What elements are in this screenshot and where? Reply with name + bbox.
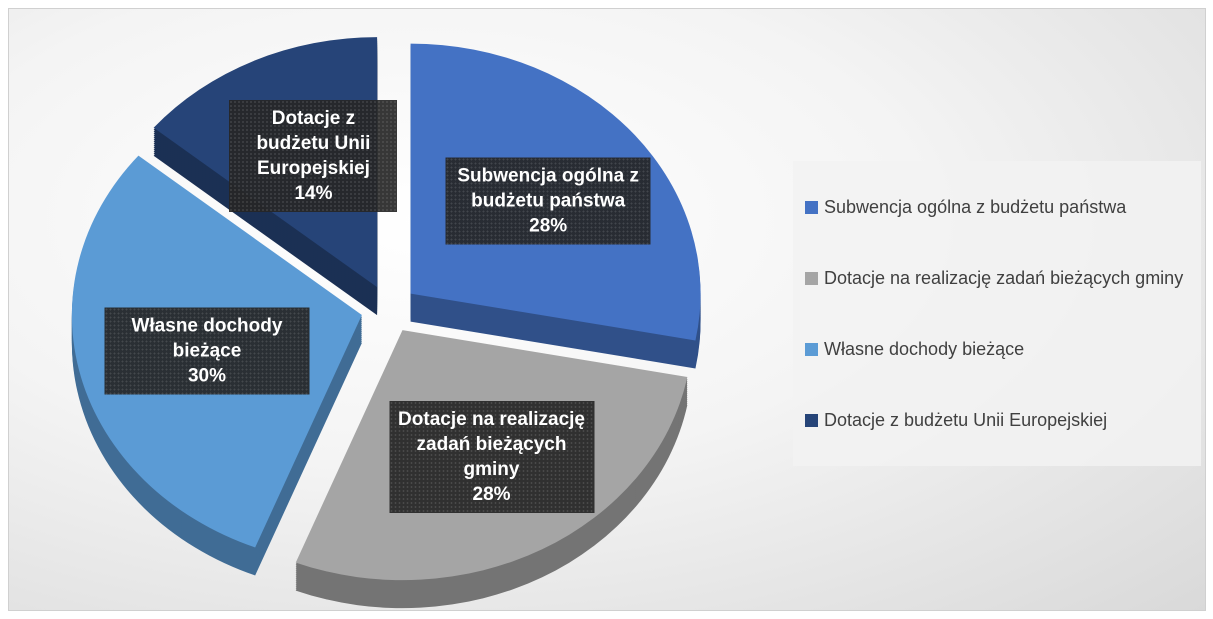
label-value: 28% [472,484,511,506]
legend-swatch [805,271,818,285]
legend-item: Dotacje na realizację zadań bieżących gm… [805,265,1189,291]
data-label: Dotacje na realizację zadań bieżących gm… [389,401,595,514]
legend: Subwencja ogólna z budżetu państwa Dotacj… [793,161,1201,466]
legend-swatch [805,343,818,357]
data-label: Dotacje z budżetu Unii Europejskiej 14% [229,99,398,212]
legend-label: Dotacje na realizację zadań bieżących gm… [824,267,1184,288]
label-category: Własne dochody bieżące [131,315,283,362]
data-label: Subwencja ogólna z budżetu państwa 28% [445,157,651,245]
label-value: 14% [294,182,333,204]
data-label: Własne dochody bieżące 30% [104,307,310,395]
legend-swatch [805,200,818,214]
label-category: Subwencja ogólna z budżetu państwa [457,165,639,212]
label-value: 30% [187,365,226,387]
label-value: 28% [529,215,568,237]
chart: Subwencja ogólna z budżetu państwa Dotacj… [8,8,1206,611]
label-category: Dotacje na realizację zadań bieżących gm… [398,409,585,481]
legend-label: Dotacje z budżetu Unii Europejskiej [824,410,1108,431]
legend-item: Dotacje z budżetu Unii Europejskiej [805,407,1189,433]
label-category: Dotacje z budżetu Unii Europejskiej [256,107,371,179]
legend-swatch [805,414,818,428]
legend-label: Własne dochody bieżące [824,339,1025,360]
legend-item: Subwencja ogólna z budżetu państwa [805,194,1189,220]
legend-item: Własne dochody bieżące [805,336,1189,362]
legend-label: Subwencja ogólna z budżetu państwa [824,196,1127,217]
